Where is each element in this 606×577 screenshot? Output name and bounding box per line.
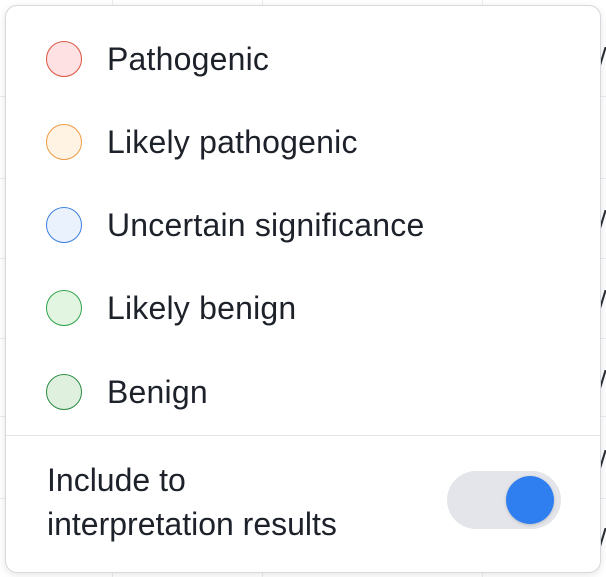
option-uncertain-significance[interactable]: Uncertain significance (6, 193, 600, 257)
background-cell-glyph: / (598, 366, 606, 396)
option-benign[interactable]: Benign (6, 360, 600, 424)
option-pathogenic[interactable]: Pathogenic (6, 27, 600, 91)
option-label: Likely benign (107, 289, 297, 326)
background-cell-glyph: / (598, 446, 606, 476)
include-to-interpretation-label: Include to interpretation results (47, 458, 427, 546)
background-cell-glyph: / (598, 286, 606, 316)
option-likely-benign[interactable]: Likely benign (6, 276, 600, 340)
include-label-line-2: interpretation results (47, 506, 337, 542)
option-likely-pathogenic[interactable]: Likely pathogenic (6, 110, 600, 174)
likely-pathogenic-color-dot-icon (46, 124, 82, 160)
include-to-interpretation-toggle[interactable] (447, 471, 561, 529)
include-label-line-1: Include to (47, 462, 186, 498)
option-label: Likely pathogenic (107, 123, 358, 160)
option-label: Uncertain significance (107, 206, 425, 243)
background-cell-glyph: / (598, 43, 606, 73)
classification-filter-popover: Pathogenic Likely pathogenic Uncertain s… (5, 5, 601, 573)
option-label: Pathogenic (107, 40, 270, 77)
background-cell-glyph: / (598, 524, 606, 554)
option-label: Benign (107, 373, 208, 410)
background-cell-glyph: / (598, 206, 606, 236)
pathogenic-color-dot-icon (46, 41, 82, 77)
section-divider (6, 435, 600, 436)
toggle-knob (506, 476, 554, 524)
likely-benign-color-dot-icon (46, 290, 82, 326)
uncertain-significance-color-dot-icon (46, 207, 82, 243)
benign-color-dot-icon (46, 374, 82, 410)
